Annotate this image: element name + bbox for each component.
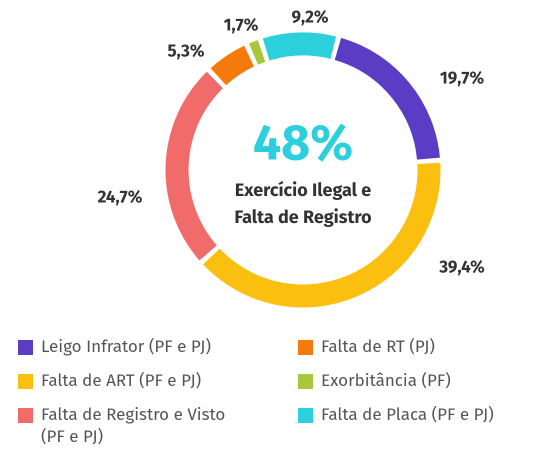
legend-item: Falta de RT (PJ) (298, 336, 521, 358)
legend-item: Exorbitância (PF) (298, 370, 521, 392)
donut-segment (203, 162, 441, 308)
donut-segment (334, 37, 440, 160)
center-value: 48% (253, 113, 353, 173)
legend-swatch (298, 408, 313, 423)
legend-item: Falta de ART (PF e PJ) (18, 370, 241, 392)
center-label: Falta de Registro (234, 206, 371, 228)
center-label: Exercício Ilegal e (235, 179, 372, 201)
legend-item: Falta de Placa (PF e PJ) (298, 404, 521, 426)
value-label: 1,7% (224, 15, 259, 36)
value-label: 24,7% (98, 187, 143, 208)
legend-label: Exorbitância (PF) (321, 370, 451, 391)
donut-segment (165, 71, 224, 261)
value-label: 5,3% (168, 41, 205, 62)
legend-label: Falta de Registro e Visto (PF e PJ) (41, 404, 226, 447)
legend-swatch (18, 408, 33, 423)
donut-segment (210, 45, 255, 86)
donut-segment (248, 40, 266, 65)
legend-swatch (18, 374, 33, 389)
value-label: 39,4% (438, 257, 485, 278)
legend-swatch (298, 374, 313, 389)
legend-item: Leigo Infrator (PF e PJ) (18, 336, 241, 358)
legend-item: Falta de Registro e Visto (PF e PJ) (18, 404, 241, 448)
value-label: 9,2% (292, 7, 329, 28)
legend-swatch (18, 340, 33, 355)
legend-label: Falta de RT (PJ) (321, 336, 435, 357)
legend-label: Falta de ART (PF e PJ) (41, 370, 202, 391)
donut-segment (262, 32, 337, 61)
legend-label: Leigo Infrator (PF e PJ) (41, 336, 211, 357)
legend-label: Falta de Placa (PF e PJ) (321, 404, 494, 425)
donut-chart: 48% Exercício Ilegal e Falta de Registro… (98, 7, 485, 308)
value-label: 19,7% (440, 68, 485, 89)
legend-swatch (298, 340, 313, 355)
